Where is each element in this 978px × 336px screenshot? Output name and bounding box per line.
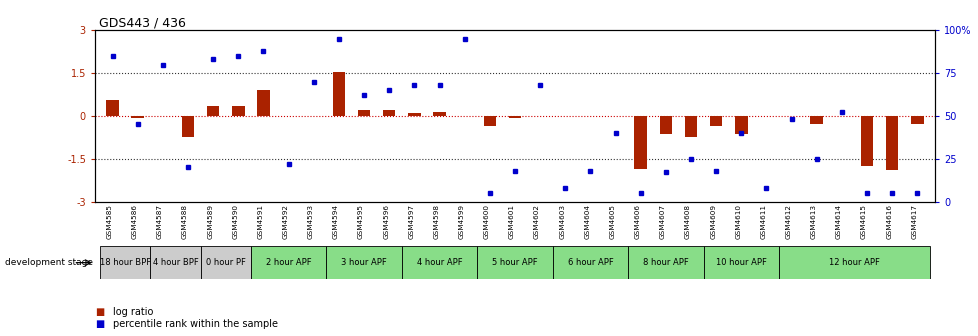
Text: GSM4590: GSM4590 bbox=[232, 204, 238, 239]
Bar bbox=[131, 116, 144, 118]
Bar bbox=[509, 116, 520, 118]
Text: GSM4612: GSM4612 bbox=[784, 204, 791, 239]
Text: GSM4603: GSM4603 bbox=[558, 204, 564, 239]
Bar bbox=[628, 246, 703, 279]
Bar bbox=[911, 116, 922, 125]
Text: GSM4588: GSM4588 bbox=[182, 204, 188, 239]
Bar bbox=[703, 246, 778, 279]
Text: 12 hour APF: 12 hour APF bbox=[828, 258, 879, 267]
Text: GSM4607: GSM4607 bbox=[659, 204, 665, 239]
Text: GSM4585: GSM4585 bbox=[107, 204, 112, 239]
Bar bbox=[182, 116, 194, 137]
Text: GSM4613: GSM4613 bbox=[810, 204, 816, 239]
Text: GSM4601: GSM4601 bbox=[509, 204, 514, 239]
Bar bbox=[810, 116, 822, 124]
Bar bbox=[100, 246, 151, 279]
Bar bbox=[382, 110, 395, 116]
Bar bbox=[401, 246, 476, 279]
Bar bbox=[709, 116, 722, 126]
Bar bbox=[778, 246, 929, 279]
Text: GSM4592: GSM4592 bbox=[283, 204, 289, 239]
Bar bbox=[553, 246, 628, 279]
Text: 0 hour PF: 0 hour PF bbox=[205, 258, 245, 267]
Bar bbox=[659, 116, 672, 134]
Bar bbox=[684, 116, 696, 137]
Text: GSM4605: GSM4605 bbox=[609, 204, 615, 239]
Text: GSM4599: GSM4599 bbox=[458, 204, 465, 239]
Bar bbox=[885, 116, 898, 170]
Text: GSM4604: GSM4604 bbox=[584, 204, 590, 239]
Bar bbox=[250, 246, 326, 279]
Bar bbox=[257, 90, 270, 116]
Text: GSM4609: GSM4609 bbox=[709, 204, 716, 239]
Bar bbox=[483, 116, 496, 126]
Text: 8 hour APF: 8 hour APF bbox=[643, 258, 688, 267]
Text: GSM4616: GSM4616 bbox=[885, 204, 891, 239]
Text: GSM4594: GSM4594 bbox=[333, 204, 338, 239]
Bar bbox=[200, 246, 250, 279]
Text: GSM4608: GSM4608 bbox=[685, 204, 690, 239]
Text: 6 hour APF: 6 hour APF bbox=[567, 258, 612, 267]
Text: GSM4593: GSM4593 bbox=[307, 204, 313, 239]
Bar bbox=[634, 116, 646, 169]
Text: GSM4598: GSM4598 bbox=[433, 204, 439, 239]
Text: 2 hour APF: 2 hour APF bbox=[266, 258, 311, 267]
Text: GSM4591: GSM4591 bbox=[257, 204, 263, 239]
Text: GSM4600: GSM4600 bbox=[483, 204, 489, 239]
Text: GSM4615: GSM4615 bbox=[861, 204, 867, 239]
Text: GSM4610: GSM4610 bbox=[734, 204, 740, 239]
Bar bbox=[206, 106, 219, 116]
Bar bbox=[734, 116, 747, 134]
Text: GSM4597: GSM4597 bbox=[408, 204, 414, 239]
Text: 4 hour APF: 4 hour APF bbox=[417, 258, 462, 267]
Bar bbox=[107, 100, 118, 116]
Text: GSM4614: GSM4614 bbox=[835, 204, 841, 239]
Text: 18 hour BPF: 18 hour BPF bbox=[100, 258, 151, 267]
Text: GSM4617: GSM4617 bbox=[911, 204, 916, 239]
Text: GSM4611: GSM4611 bbox=[760, 204, 766, 239]
Bar bbox=[476, 246, 553, 279]
Text: GSM4595: GSM4595 bbox=[358, 204, 364, 239]
Bar bbox=[333, 72, 345, 116]
Text: ■: ■ bbox=[95, 307, 104, 318]
Text: percentile rank within the sample: percentile rank within the sample bbox=[112, 319, 278, 329]
Text: GDS443 / 436: GDS443 / 436 bbox=[99, 16, 186, 29]
Bar bbox=[860, 116, 872, 166]
Text: GSM4606: GSM4606 bbox=[634, 204, 640, 239]
Bar bbox=[408, 113, 421, 116]
Text: ■: ■ bbox=[95, 319, 104, 329]
Text: 4 hour BPF: 4 hour BPF bbox=[153, 258, 199, 267]
Bar bbox=[433, 113, 445, 116]
Bar bbox=[326, 246, 401, 279]
Bar bbox=[357, 110, 370, 116]
Text: 5 hour APF: 5 hour APF bbox=[492, 258, 537, 267]
Text: log ratio: log ratio bbox=[112, 307, 153, 318]
Text: GSM4586: GSM4586 bbox=[132, 204, 138, 239]
Bar bbox=[151, 246, 200, 279]
Text: GSM4596: GSM4596 bbox=[382, 204, 389, 239]
Text: 3 hour APF: 3 hour APF bbox=[341, 258, 386, 267]
Text: development stage: development stage bbox=[5, 258, 93, 267]
Text: 10 hour APF: 10 hour APF bbox=[715, 258, 766, 267]
Text: GSM4602: GSM4602 bbox=[534, 204, 540, 239]
Bar bbox=[232, 106, 244, 116]
Text: GSM4589: GSM4589 bbox=[207, 204, 213, 239]
Text: GSM4587: GSM4587 bbox=[156, 204, 162, 239]
